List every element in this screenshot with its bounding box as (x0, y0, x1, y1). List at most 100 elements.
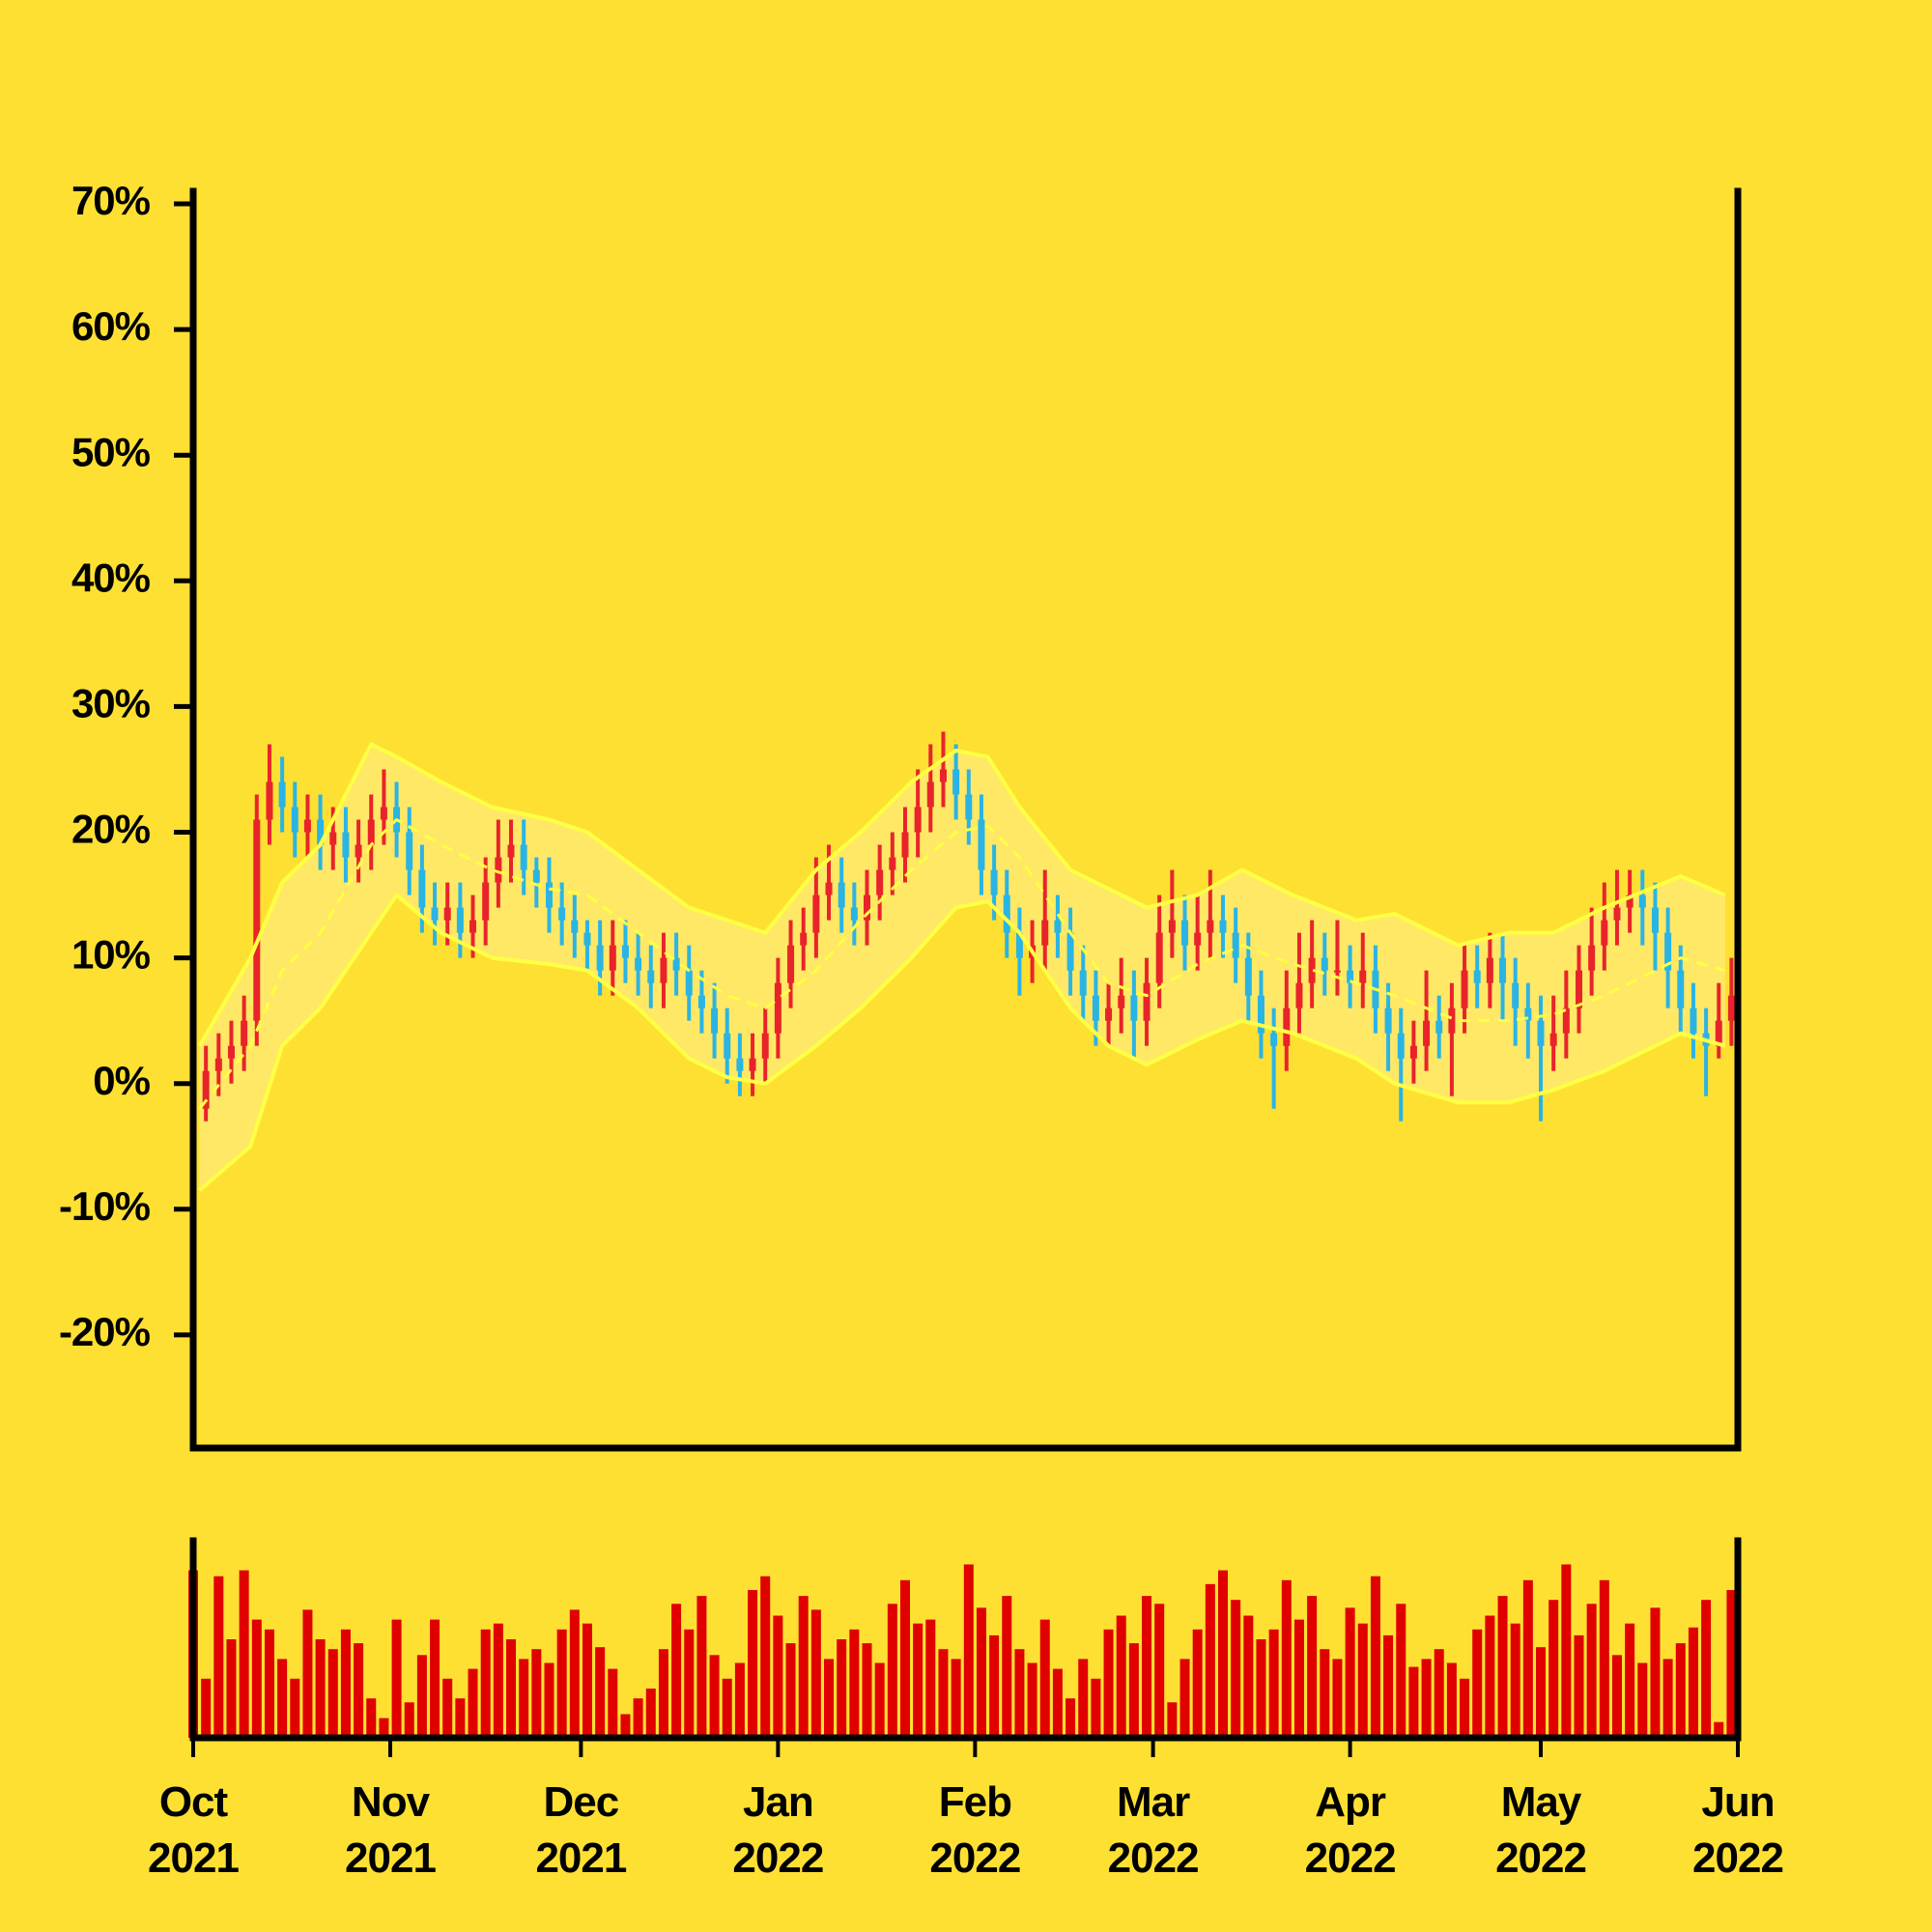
volume-bar (1548, 1600, 1559, 1738)
volume-bar (773, 1615, 783, 1738)
bar-body (1283, 1008, 1291, 1046)
volume-bar (887, 1604, 897, 1738)
volume-bar (1574, 1634, 1584, 1738)
price-axis (189, 187, 1742, 1452)
volume-bar (493, 1623, 503, 1738)
bar-body (1181, 920, 1189, 946)
bar-body (1232, 932, 1239, 958)
bar-body (850, 907, 858, 921)
volume-bar (239, 1570, 249, 1738)
bar-body (202, 1070, 210, 1109)
bar-body (406, 832, 413, 870)
volume-bar (1370, 1576, 1380, 1738)
volume-bar (1154, 1604, 1165, 1738)
bar-wick (1195, 895, 1200, 971)
volume-bar (849, 1629, 860, 1738)
bar-body (431, 907, 439, 921)
volume-bar (938, 1649, 949, 1738)
bar-body (1588, 945, 1596, 971)
bar-body (342, 832, 350, 858)
bar-body (914, 807, 922, 833)
volume-bar (633, 1698, 643, 1738)
volume-bar (925, 1619, 936, 1738)
volume-bar (899, 1579, 910, 1738)
volume-axis (189, 1537, 1742, 1742)
bar-body (825, 882, 833, 895)
x-tick-label: Nov 2021 (345, 1778, 436, 1882)
bar-body (1257, 995, 1264, 1034)
bar-body (1321, 957, 1328, 971)
bar-body (495, 857, 502, 883)
bar-body (1435, 1020, 1443, 1034)
volume-bar (569, 1609, 580, 1738)
bar-body (1359, 970, 1367, 983)
volume-bar (1205, 1583, 1215, 1738)
bar-body (711, 1008, 719, 1034)
bar-body (1079, 970, 1087, 996)
volume-bar (734, 1662, 745, 1738)
x-tick-label: Apr 2022 (1305, 1778, 1396, 1882)
volume-bar (963, 1564, 974, 1738)
volume-bar (1701, 1600, 1712, 1738)
volume-bar (684, 1629, 695, 1738)
bar-body (1727, 995, 1735, 1021)
volume-bar (1662, 1659, 1673, 1738)
bar-body (926, 781, 934, 808)
bar-body (596, 945, 604, 971)
volume-bar (1408, 1666, 1419, 1738)
bar-body (1207, 920, 1214, 933)
bar-body (1333, 970, 1341, 973)
volume-bar (1128, 1643, 1139, 1738)
volume-bar (1293, 1619, 1304, 1738)
volume-bar (1320, 1649, 1330, 1738)
bar-body (482, 882, 490, 921)
volume-bar (354, 1643, 364, 1738)
bar-body (266, 781, 273, 820)
volume-bar (1510, 1623, 1520, 1738)
volume-bar (862, 1643, 872, 1738)
volume-bar (696, 1596, 707, 1738)
volume-bar (1611, 1655, 1622, 1738)
volume-bar (976, 1607, 986, 1738)
bar-body (1003, 895, 1010, 933)
bar-body (367, 819, 375, 845)
volume-bar (824, 1659, 835, 1738)
volume-bar (582, 1623, 592, 1738)
bar-body (1409, 1045, 1417, 1059)
bar-body (672, 957, 680, 971)
bar-body (214, 1058, 222, 1071)
bar-body (621, 945, 629, 958)
bar-body (724, 1033, 731, 1059)
volume-bar (1446, 1662, 1457, 1738)
bar-body (990, 869, 998, 895)
bar-body (1664, 932, 1672, 971)
volume-bar (1281, 1579, 1292, 1738)
bar-body (1638, 895, 1646, 908)
volume-bar (1268, 1629, 1279, 1738)
volume-bar (595, 1647, 606, 1738)
bar-body (532, 869, 540, 883)
bar-wick (941, 731, 946, 808)
bar-body (1461, 970, 1468, 1009)
bar-body (736, 1058, 744, 1071)
bar-wick (1170, 869, 1175, 958)
volume-bar (760, 1576, 771, 1738)
volume-bar (1675, 1643, 1686, 1738)
bar-wick (1614, 869, 1619, 946)
volume-bar (327, 1649, 338, 1738)
bar-body (1143, 982, 1151, 1021)
band-lower (198, 893, 1726, 1192)
y-tick-label: 10% (71, 932, 151, 978)
volume-bar (951, 1659, 961, 1738)
bar-body (901, 832, 909, 858)
volume-bar (442, 1678, 453, 1738)
volume-bar (1192, 1629, 1203, 1738)
bar-body (685, 970, 693, 996)
bar-body (1626, 895, 1634, 908)
bar-body (1105, 1008, 1113, 1021)
volume-bar (302, 1609, 313, 1738)
volume-bar (837, 1639, 847, 1738)
volume-bar (506, 1639, 517, 1738)
bar-wick (1042, 869, 1047, 971)
volume-bar (785, 1643, 796, 1738)
